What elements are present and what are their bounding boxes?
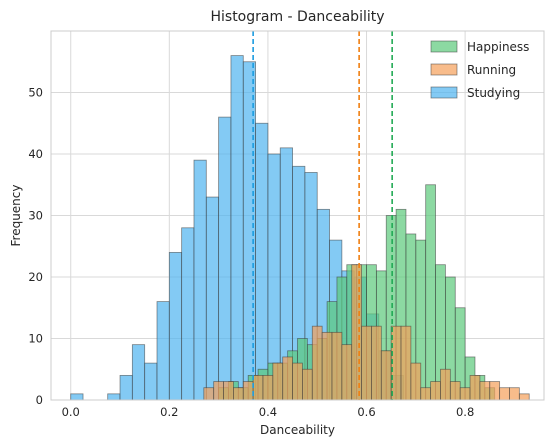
x-tick-label: 0.0 (62, 405, 80, 419)
histogram-bar (479, 381, 491, 401)
histogram-bar (119, 374, 133, 401)
histogram-bar (168, 251, 183, 401)
histogram-bar (242, 381, 254, 401)
histogram-bar (70, 393, 84, 401)
y-tick-label: 10 (28, 332, 43, 346)
y-tick-label: 30 (28, 209, 43, 223)
histogram-bar (205, 196, 220, 401)
histogram-bar (233, 387, 244, 401)
histogram-bar (420, 387, 432, 401)
legend-label: Running (467, 63, 516, 77)
histogram-bar (223, 381, 234, 401)
histogram-bar (213, 381, 224, 401)
histogram-bar (351, 264, 362, 401)
histogram-bar (380, 350, 392, 401)
y-axis-label: Frequency (9, 185, 23, 247)
histogram-bar (449, 381, 461, 401)
histogram-bar (193, 159, 207, 401)
plot-frame (50, 30, 545, 401)
legend-swatch (430, 63, 458, 76)
histogram-bar (181, 227, 195, 401)
histogram-bar (311, 325, 323, 401)
histogram-bar (321, 331, 333, 401)
histogram-bar (230, 55, 244, 401)
histogram-bar (499, 387, 510, 401)
histogram-bar (255, 122, 269, 401)
x-tick-label: 0.2 (160, 405, 178, 419)
histogram-bar (410, 362, 422, 401)
histogram-bar (430, 381, 441, 401)
series-running (203, 264, 530, 401)
histogram-bar (262, 374, 274, 401)
histogram-bar (282, 356, 293, 401)
histogram-bar (425, 184, 436, 401)
histogram-bar (218, 116, 232, 401)
histogram-bar (459, 387, 471, 401)
histogram-bar (156, 301, 170, 401)
histogram-bar (489, 381, 501, 401)
legend-swatch (430, 86, 458, 99)
histogram-bar (144, 362, 158, 401)
histogram-bar (440, 368, 451, 401)
bars-layer (70, 55, 530, 401)
y-tick-label: 40 (28, 147, 43, 161)
histogram-bar (400, 325, 412, 401)
histogram-bar (361, 325, 372, 401)
histogram-bar (252, 374, 264, 401)
x-tick-label: 0.6 (357, 405, 375, 419)
histogram-bar (518, 393, 530, 401)
x-tick-label: 0.4 (259, 405, 277, 419)
histogram-bar (292, 362, 303, 401)
histogram-bar (272, 362, 284, 401)
histogram-bar (302, 368, 313, 401)
y-tick-label: 0 (36, 393, 43, 407)
chart-title: Histogram - Danceability (210, 9, 384, 25)
y-tick-label: 20 (28, 270, 43, 284)
histogram-bar (371, 325, 382, 401)
histogram-bar (131, 344, 146, 401)
ticks-layer: 0.0 0.2 0.4 0.6 0.8 0 10 20 30 40 50 (28, 86, 474, 420)
legend-label: Studying (467, 86, 520, 100)
histogram-bar (341, 344, 353, 401)
histogram-bar (107, 393, 121, 401)
x-axis-label: Danceability (260, 423, 335, 437)
histogram-bar (331, 331, 343, 401)
histogram-bar (509, 387, 520, 401)
x-tick-label: 0.8 (456, 405, 474, 419)
legend-swatch (430, 40, 458, 53)
legend: Happiness Running Studying (430, 40, 529, 100)
y-tick-label: 50 (28, 86, 43, 100)
mean-lines-layer (252, 31, 393, 400)
histogram-bar (469, 374, 481, 401)
histogram-bar (203, 387, 215, 401)
legend-label: Happiness (467, 40, 529, 54)
